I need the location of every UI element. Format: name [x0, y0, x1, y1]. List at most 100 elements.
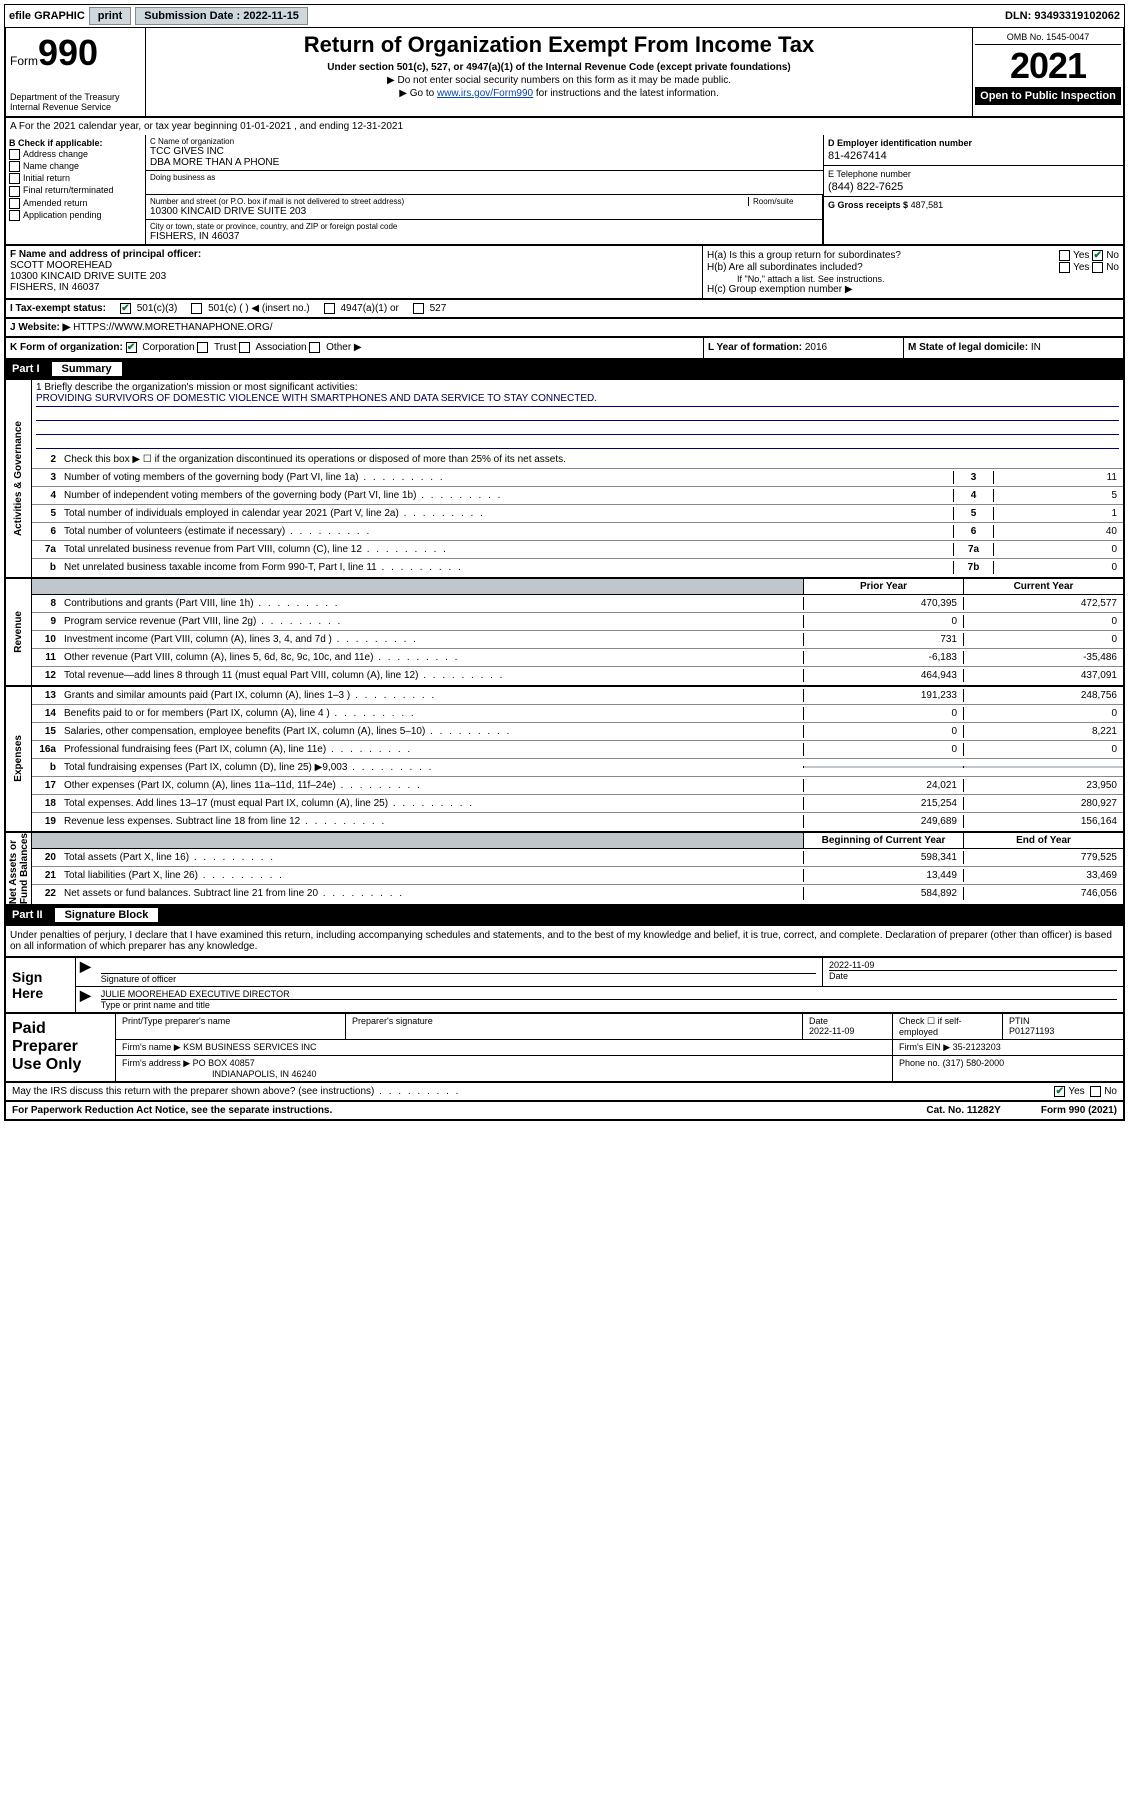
summary-line: 3Number of voting members of the governi… — [32, 469, 1123, 487]
line-a: A For the 2021 calendar year, or tax yea… — [4, 118, 1125, 135]
mission-text: PROVIDING SURVIVORS OF DOMESTIC VIOLENCE… — [36, 393, 1119, 407]
goto-prefix: ▶ Go to — [399, 88, 437, 99]
chk-label: Amended return — [23, 198, 88, 208]
officer-name: SCOTT MOOREHEAD — [10, 260, 698, 271]
self-emp-check[interactable]: Check ☐ if self-employed — [893, 1014, 1003, 1039]
part-ii-title: Signature Block — [55, 908, 159, 922]
chk-final-return[interactable]: Final return/terminated — [9, 185, 142, 196]
footer: For Paperwork Reduction Act Notice, see … — [4, 1102, 1125, 1121]
chk-application-pending[interactable]: Application pending — [9, 210, 142, 221]
subtitle-1: Under section 501(c), 527, or 4947(a)(1)… — [154, 62, 964, 73]
prep-date-label: Date — [809, 1016, 886, 1026]
submission-date-button[interactable]: Submission Date : 2022-11-15 — [135, 7, 308, 25]
hb-note: If "No," attach a list. See instructions… — [707, 274, 1119, 284]
domicile-label: M State of legal domicile: — [908, 342, 1028, 353]
chk-amended-return[interactable]: Amended return — [9, 198, 142, 209]
hdr-prior-year: Prior Year — [803, 579, 963, 594]
opt-501c3: 501(c)(3) — [137, 303, 178, 314]
ptin-value: P01271193 — [1009, 1026, 1117, 1036]
ptin-label: PTIN — [1009, 1016, 1117, 1026]
expenses-section: Expenses 13Grants and similar amounts pa… — [4, 687, 1125, 833]
mission-prompt: 1 Briefly describe the organization's mi… — [36, 382, 1119, 393]
firm-name-label: Firm's name ▶ — [122, 1042, 181, 1052]
chk-501c3: ✔ — [120, 303, 131, 314]
domicile: IN — [1031, 342, 1041, 353]
summary-line: 9Program service revenue (Part VIII, lin… — [32, 613, 1123, 631]
open-to-public: Open to Public Inspection — [975, 87, 1121, 105]
form-title: Return of Organization Exempt From Incom… — [154, 32, 964, 58]
ha-label: H(a) Is this a group return for subordin… — [707, 250, 901, 261]
yes-label: Yes — [1068, 1086, 1084, 1097]
hdr-current-year: Current Year — [963, 579, 1123, 594]
org-dba: DBA MORE THAN A PHONE — [150, 157, 819, 168]
chk-label: Final return/terminated — [23, 185, 114, 195]
opt-501c: 501(c) ( ) ◀ (insert no.) — [208, 303, 310, 314]
arrow-icon: ▶ — [76, 987, 95, 1012]
goto-suffix: for instructions and the latest informat… — [533, 88, 719, 99]
prep-name-label: Print/Type preparer's name — [116, 1014, 346, 1039]
discuss-text: May the IRS discuss this return with the… — [12, 1086, 460, 1097]
prep-date: 2022-11-09 — [809, 1026, 886, 1036]
officer-name-title: JULIE MOOREHEAD EXECUTIVE DIRECTOR — [101, 989, 1117, 1000]
yes-label: Yes — [1073, 250, 1089, 261]
summary-line: 12Total revenue—add lines 8 through 11 (… — [32, 667, 1123, 685]
mission-block: 1 Briefly describe the organization's mi… — [32, 380, 1123, 451]
vlabel-governance: Activities & Governance — [13, 421, 24, 536]
sig-date: 2022-11-09 — [829, 960, 1117, 971]
firm-addr1: PO BOX 40857 — [193, 1058, 255, 1068]
efile-label: efile GRAPHIC — [9, 10, 85, 22]
summary-line: 2Check this box ▶ ☐ if the organization … — [32, 451, 1123, 469]
street-address: 10300 KINCAID DRIVE SUITE 203 — [150, 206, 818, 217]
dln-label: DLN: 93493319102062 — [1005, 10, 1120, 22]
summary-line: bNet unrelated business taxable income f… — [32, 559, 1123, 577]
form-number: Form990 — [10, 32, 141, 74]
phone-label: E Telephone number — [828, 169, 1119, 179]
paid-preparer-block: Paid Preparer Use Only Print/Type prepar… — [4, 1014, 1125, 1083]
officer-label: F Name and address of principal officer: — [10, 249, 698, 260]
firm-addr-label: Firm's address ▶ — [122, 1058, 190, 1068]
name-title-label: Type or print name and title — [101, 1000, 1117, 1010]
form-header: Form990 Department of the Treasury Inter… — [4, 28, 1125, 118]
year-formation: 2016 — [805, 342, 827, 353]
chk-label: Application pending — [23, 210, 102, 220]
vlabel-expenses: Expenses — [13, 735, 24, 782]
officer-addr2: FISHERS, IN 46037 — [10, 282, 698, 293]
form-prefix: Form — [10, 54, 38, 68]
chk-name-change[interactable]: Name change — [9, 161, 142, 172]
box-b: B Check if applicable: Address change Na… — [6, 135, 146, 244]
summary-line: 16aProfessional fundraising fees (Part I… — [32, 741, 1123, 759]
sign-here-block: Sign Here ▶ Signature of officer 2022-11… — [4, 958, 1125, 1014]
tax-status-label: I Tax-exempt status: — [10, 303, 106, 314]
firm-ein-label: Firm's EIN ▶ — [899, 1042, 950, 1052]
chk-address-change[interactable]: Address change — [9, 149, 142, 160]
no-label: No — [1106, 250, 1119, 261]
chk-label: Address change — [23, 149, 88, 159]
print-button[interactable]: print — [89, 7, 131, 25]
part-ii-tag: Part II — [12, 909, 43, 921]
boxes-d-e-g: D Employer identification number 81-4267… — [823, 135, 1123, 244]
chk-label: Initial return — [23, 173, 70, 183]
part-ii-header: Part II Signature Block — [4, 906, 1125, 926]
summary-line: 19Revenue less expenses. Subtract line 1… — [32, 813, 1123, 831]
governance-section: Activities & Governance 1 Briefly descri… — [4, 380, 1125, 579]
year-formation-label: L Year of formation: — [708, 342, 802, 353]
city-state-zip: FISHERS, IN 46037 — [150, 231, 818, 242]
omb-number: OMB No. 1545-0047 — [975, 30, 1121, 45]
box-b-title: B Check if applicable: — [9, 138, 142, 148]
firm-phone: (317) 580-2000 — [943, 1058, 1005, 1068]
firm-phone-label: Phone no. — [899, 1058, 940, 1068]
irs-link[interactable]: www.irs.gov/Form990 — [437, 88, 533, 99]
row-k-l-m: K Form of organization: ✔ Corporation Tr… — [4, 338, 1125, 359]
department-label: Department of the Treasury Internal Reve… — [10, 92, 141, 112]
city-label: City or town, state or province, country… — [150, 222, 818, 231]
subtitle-2: ▶ Do not enter social security numbers o… — [154, 75, 964, 86]
section-abcdefg: B Check if applicable: Address change Na… — [4, 135, 1125, 246]
summary-line: 15Salaries, other compensation, employee… — [32, 723, 1123, 741]
chk-initial-return[interactable]: Initial return — [9, 173, 142, 184]
hdr-end-year: End of Year — [963, 833, 1123, 848]
opt-other: Other ▶ — [326, 343, 361, 354]
room-label: Room/suite — [748, 197, 818, 206]
ha-no-check: ✔ — [1092, 250, 1103, 261]
cat-no: Cat. No. 11282Y — [926, 1105, 1000, 1116]
summary-line: 8Contributions and grants (Part VIII, li… — [32, 595, 1123, 613]
